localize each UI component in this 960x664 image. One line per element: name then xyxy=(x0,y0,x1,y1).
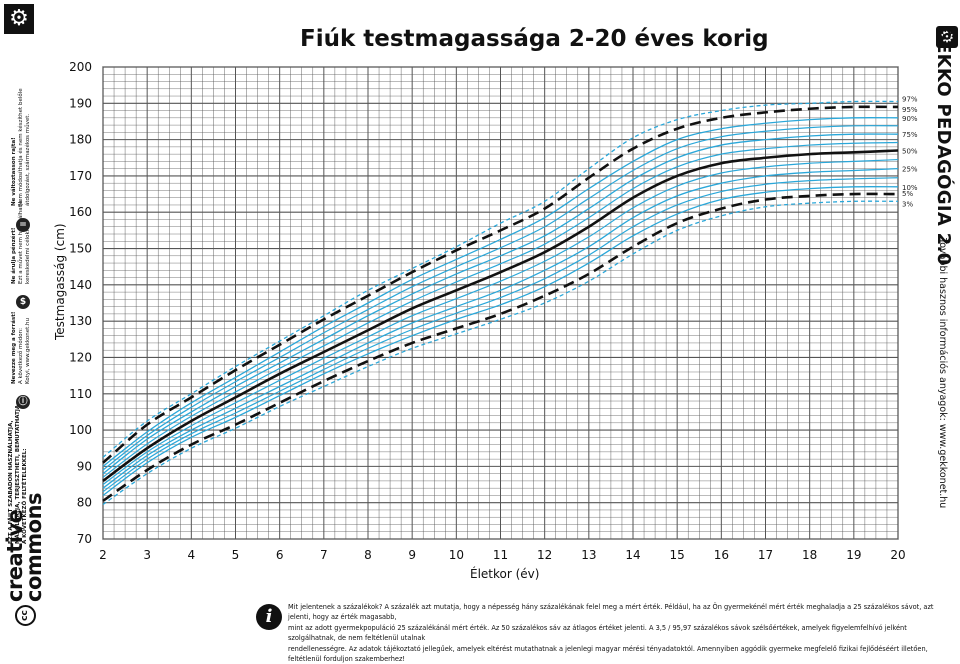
x-tick-label: 16 xyxy=(714,548,729,562)
info-icon: i xyxy=(256,604,282,630)
attribution-icon: ⓘ xyxy=(16,395,30,409)
brand-subtitle: További hasznos információs anyagok: www… xyxy=(937,238,948,509)
percentile-label: 10% xyxy=(902,184,918,192)
notice-attribution-line-2: Kotyi, www.gekkonet.hu xyxy=(24,317,31,384)
series-line-10pct xyxy=(102,186,899,496)
y-tick-label: 110 xyxy=(69,387,92,401)
x-axis-label: Életkor (év) xyxy=(470,567,540,581)
y-tick-label: 70 xyxy=(77,532,92,546)
notice-nd-line-1: Nem módosíthatja és nem készíthet belőle xyxy=(17,88,24,206)
no-derivatives-icon: = xyxy=(16,218,30,232)
series-line-3pct xyxy=(102,200,899,506)
y-tick-label: 90 xyxy=(77,459,92,473)
license-heading: EZT A FÁJLT SZABADON HASZNÁLHATJA, MÁSOL… xyxy=(8,405,29,544)
license-sidebar: cc creative commons EZT A FÁJLT SZABADON… xyxy=(0,0,64,630)
x-tick-label: 7 xyxy=(320,548,328,562)
x-tick-label: 13 xyxy=(581,548,596,562)
series-line-25pct xyxy=(102,168,899,489)
y-tick-label: 140 xyxy=(69,278,92,292)
license-line-1: EZT A FÁJLT SZABADON HASZNÁLHATJA, xyxy=(8,420,14,544)
y-tick-label: 200 xyxy=(69,60,92,74)
x-tick-label: 6 xyxy=(276,548,284,562)
y-tick-label: 180 xyxy=(69,133,92,147)
percentile-label: 25% xyxy=(902,166,918,174)
growth-chart: 70 80 90 100 110 120 130 140 150 160 170 180 190 200 2… xyxy=(69,60,918,562)
series-line-90pct xyxy=(102,117,899,467)
x-tick-label: 9 xyxy=(408,548,416,562)
gear-icon-right: ⚙ xyxy=(936,26,958,48)
series-line-95pct xyxy=(102,105,899,464)
series-line-blue-extra xyxy=(102,125,899,471)
series-line-blue-extra xyxy=(102,158,899,486)
notice-nc-line-2: kereskedelmi célokra. xyxy=(24,223,31,284)
y-tick-label: 100 xyxy=(69,423,92,437)
notice-noderivatives: Ne változtasson rajta! Nem módosíthatja … xyxy=(11,88,31,206)
notice-attribution: Nevezze meg a forrást! A következő módon… xyxy=(11,312,31,384)
percentile-labels: 97% 95%90% 75% 50% 25% 10%5% 3% xyxy=(902,95,918,208)
x-tick-label: 15 xyxy=(670,548,685,562)
footer-line-2: mint az adott gyermekpopuláció 25 százal… xyxy=(288,623,907,643)
series-line-97pct xyxy=(102,100,899,458)
percentile-label: 95% xyxy=(902,106,918,114)
notice-noncommercial: Ne árulja pénzért! Ezt a művet nem haszn… xyxy=(11,200,31,284)
series-line-5pct xyxy=(102,192,899,502)
x-tick-label: 8 xyxy=(364,548,372,562)
y-tick-label: 160 xyxy=(69,205,92,219)
x-tick-label: 18 xyxy=(802,548,817,562)
series-line-blue-extra xyxy=(102,141,899,478)
y-tick-label: 170 xyxy=(69,169,92,183)
series-line-50pct xyxy=(102,149,899,482)
series-line-75pct xyxy=(102,133,899,475)
percentile-label: 97% xyxy=(902,95,918,103)
x-tick-label: 10 xyxy=(449,548,464,562)
footer-line-3: rendellenességre. Az adatok tájékoztató … xyxy=(288,644,928,664)
y-tick-label: 80 xyxy=(77,496,92,510)
percentile-label: 5% xyxy=(902,190,913,198)
x-tick-label: 14 xyxy=(625,548,640,562)
cc-circle-icon: cc xyxy=(14,605,36,626)
y-tick-label: 150 xyxy=(69,242,92,256)
x-tick-label: 17 xyxy=(758,548,773,562)
x-tick-label: 4 xyxy=(188,548,196,562)
y-tick-label: 120 xyxy=(69,350,92,364)
no-money-icon: $ xyxy=(16,295,30,309)
series-line-blue-extra xyxy=(102,177,899,493)
x-tick-label: 20 xyxy=(890,548,905,562)
footer-explanation: Mit jelentenek a százalékok? A százalék … xyxy=(288,602,938,664)
notice-attribution-line-1: A következő módon: xyxy=(17,328,24,384)
notice-nc-title: Ne árulja pénzért! xyxy=(11,227,17,284)
chart-grid xyxy=(102,66,899,540)
gear-icon: ⚙ xyxy=(4,4,34,34)
notice-attribution-title: Nevezze meg a forrást! xyxy=(11,311,17,384)
x-tick-label: 2 xyxy=(99,548,107,562)
percentile-label: 3% xyxy=(902,200,913,208)
license-line-3: A KÖVETKEZŐ FELTÉTELEKKEL: xyxy=(22,448,28,544)
footer-line-1: Mit jelentenek a százalékok? A százalék … xyxy=(288,603,934,622)
percentile-label: 75% xyxy=(902,131,918,139)
x-tick-label: 12 xyxy=(537,548,552,562)
x-tick-label: 3 xyxy=(143,548,151,562)
chart-series xyxy=(102,100,899,506)
x-tick-label: 19 xyxy=(846,548,861,562)
x-tick-label: 5 xyxy=(232,548,240,562)
notice-nc-line-1: Ezt a művet nem használhatja xyxy=(17,200,24,284)
percentile-label: 50% xyxy=(902,148,918,156)
brand-title: GEKKO PEDAGÓGIA 2.0 xyxy=(933,26,954,266)
percentile-label: 90% xyxy=(902,115,918,123)
y-tick-label: 130 xyxy=(69,314,92,328)
license-line-2: MÁSOLHATJA, TERJESZTHETI, BEMUTATHATJA xyxy=(15,404,21,544)
y-axis-label: Testmagasság (cm) xyxy=(53,223,67,340)
notice-nd-title: Ne változtasson rajta! xyxy=(11,137,17,206)
notice-nd-line-2: átdolgozást, származékos művet. xyxy=(24,113,31,206)
x-tick-label: 11 xyxy=(493,548,508,562)
y-tick-label: 190 xyxy=(69,96,92,110)
brand-sidebar: GEKKO PEDAGÓGIA 2.0 További hasznos info… xyxy=(932,22,960,622)
chart-title: Fiúk testmagassága 2-20 éves korig xyxy=(300,26,769,52)
chart-ticks: 70 80 90 100 110 120 130 140 150 160 170 180 190 200 2… xyxy=(69,60,906,562)
